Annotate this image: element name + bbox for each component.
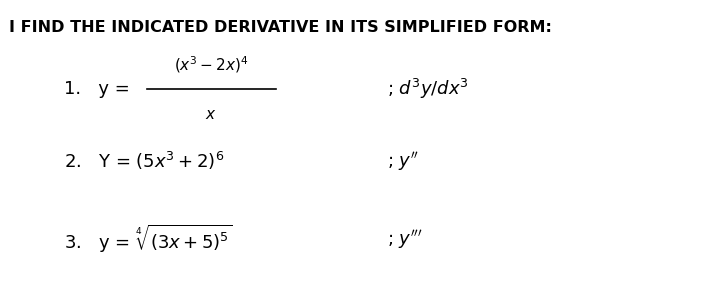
- Text: ; $y'''$: ; $y'''$: [387, 228, 422, 251]
- Text: ; $d^3y/dx^3$: ; $d^3y/dx^3$: [387, 77, 468, 101]
- Text: 3.   y = $\sqrt[4]{(3x + 5)^5}$: 3. y = $\sqrt[4]{(3x + 5)^5}$: [64, 223, 233, 255]
- Text: $x$: $x$: [205, 107, 217, 122]
- Text: 2.   Y = $(5x^3 + 2)^6$: 2. Y = $(5x^3 + 2)^6$: [64, 150, 225, 172]
- Text: 1.   y =: 1. y =: [64, 80, 130, 98]
- Text: $(x^3-2x)^4$: $(x^3-2x)^4$: [174, 55, 248, 76]
- Text: ; $y''$: ; $y''$: [387, 150, 419, 173]
- Text: I FIND THE INDICATED DERIVATIVE IN ITS SIMPLIFIED FORM:: I FIND THE INDICATED DERIVATIVE IN ITS S…: [9, 20, 552, 35]
